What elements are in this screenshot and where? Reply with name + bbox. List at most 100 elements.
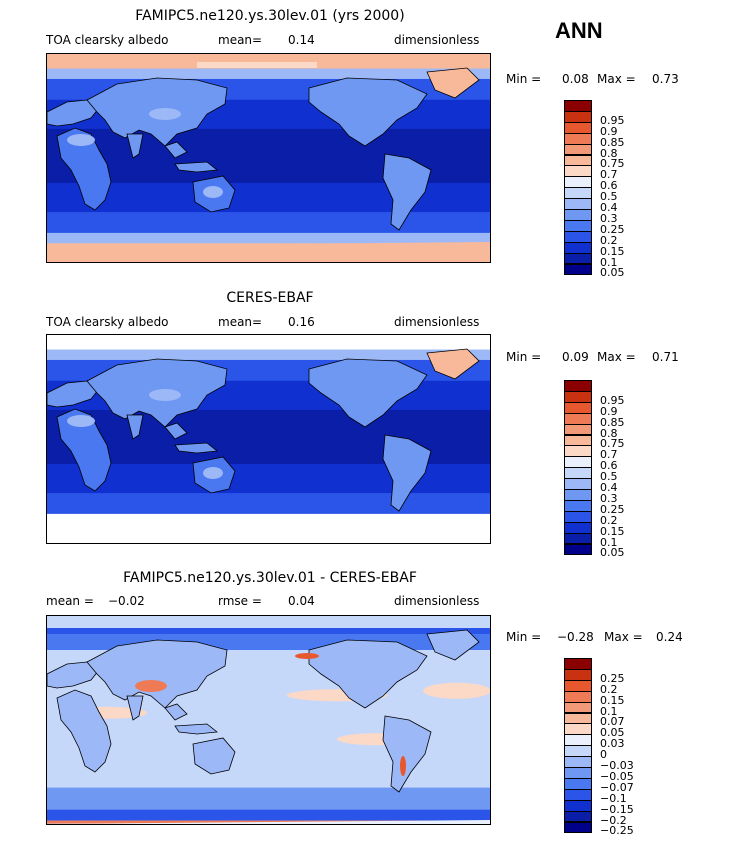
land-indonesia [174, 723, 219, 735]
colorbar-tick-label: 0.2 [600, 233, 618, 247]
map-field [47, 54, 490, 262]
land-indonesia [174, 442, 219, 454]
colorbar-swatch [564, 767, 592, 779]
asia-patch [149, 389, 181, 401]
colorbar-swatch [564, 121, 592, 134]
colorbar-tick-label: 0.15 [600, 524, 625, 538]
ocean-band [47, 232, 490, 244]
diff-patch-pos [423, 682, 490, 699]
diff-band-south-2 [47, 809, 490, 821]
colorbar-tick-label: −0.25 [600, 824, 634, 838]
colorbar-swatch [564, 668, 592, 681]
land-india [126, 695, 144, 721]
colorbar-swatch [564, 478, 592, 490]
colorbar-swatch [564, 165, 592, 178]
land-greenland [426, 67, 480, 99]
colorbar-swatch [564, 810, 592, 823]
panel2-min-label: Min = [506, 350, 542, 364]
colorbar-swatch [564, 241, 592, 254]
panel3-min-label: Min = [506, 630, 542, 644]
land-s-america [382, 434, 432, 512]
panel3-rmse-value: 0.04 [288, 594, 315, 608]
colorbar-tick-label: 0.05 [600, 546, 625, 560]
colorbar-swatch [564, 187, 592, 200]
panel3-rmse-label: rmse = [218, 594, 262, 608]
colorbar-tick-label: 0.95 [600, 113, 625, 127]
colorbar-tick-label: 0.2 [600, 513, 618, 527]
panel3-mean-value: −0.02 [108, 594, 145, 608]
colorbar-swatch [564, 467, 592, 480]
colorbar-swatch [564, 380, 592, 392]
panel3-units: dimensionless [394, 594, 480, 608]
australia-patch [203, 467, 223, 479]
colorbar-tick-label: 0.4 [600, 201, 618, 214]
colorbar-tick-label: 0.85 [600, 415, 625, 429]
andes-anomaly [400, 756, 406, 776]
panel2-max-value: 0.71 [652, 350, 679, 364]
alaska-anomaly [295, 653, 319, 659]
colorbar-swatch [564, 510, 592, 523]
panel1-max-label: Max = [597, 72, 636, 86]
colorbar-swatch [564, 219, 592, 232]
colorbar-swatch [564, 543, 592, 556]
colorbar-swatch [564, 456, 592, 469]
colorbar-swatch [564, 821, 592, 834]
panel1-map-plot [47, 54, 490, 262]
colorbar-swatch [564, 723, 592, 736]
colorbar-tick-label: 0.6 [600, 179, 618, 193]
panel2-map-plot [47, 335, 490, 543]
arctic-ice [197, 343, 317, 349]
colorbar-tick-label: 0.5 [600, 470, 618, 484]
colorbar-tick-label: −0.1 [600, 791, 627, 805]
colorbar-swatch [564, 230, 592, 243]
colorbar-tick-label: −0.15 [600, 802, 634, 816]
land-india [126, 133, 144, 159]
colorbar-tick-label: 0.5 [600, 190, 618, 204]
ocean-band [47, 513, 490, 525]
tibet-anomaly [135, 680, 167, 692]
land-asia [86, 639, 228, 709]
land-se-asia [164, 422, 188, 440]
colorbar-swatch [564, 434, 592, 447]
colorbar-swatch [564, 176, 592, 189]
panel2-title: CERES-EBAF [226, 290, 314, 306]
colorbar-tick-label: 0.95 [600, 393, 625, 407]
colorbar-tick-label: 0.2 [600, 682, 618, 696]
colorbar-swatch [564, 132, 592, 145]
land-europe [47, 380, 100, 408]
colorbar-tick-label: 0.3 [600, 211, 618, 225]
panel1-min-value: 0.08 [562, 72, 589, 86]
panel1-mean-value: 0.14 [288, 33, 315, 47]
panel2-mean-value: 0.16 [288, 315, 315, 329]
panel2-min-value: 0.09 [562, 350, 589, 364]
panel3-mean-label: mean = [46, 594, 94, 608]
panel2-variable-label: TOA clearsky albedo [46, 315, 169, 329]
colorbar-swatch [564, 701, 592, 714]
land-greenland [426, 629, 480, 661]
land-indonesia [174, 161, 219, 173]
colorbar-tick-label: 0.8 [600, 426, 618, 440]
colorbar-tick-label: 0.75 [600, 157, 625, 171]
map-field [47, 616, 490, 824]
colorbar-swatch [564, 252, 592, 265]
colorbar-swatch [564, 756, 592, 768]
colorbar-tick-label: 0.25 [600, 222, 625, 236]
colorbar-tick-label: 0.1 [600, 535, 618, 549]
panel1-units: dimensionless [394, 33, 480, 47]
colorbar-tick-label: 0.25 [600, 502, 625, 516]
sahara-patch [67, 415, 95, 427]
colorbar-tick-label: 0.4 [600, 481, 618, 494]
panel3-min-value: −0.28 [557, 630, 594, 644]
land-antarctica [47, 523, 490, 543]
colorbar-swatch [564, 712, 592, 725]
panel1-variable-label: TOA clearsky albedo [46, 33, 169, 47]
colorbar-tick-label: 0.7 [600, 168, 618, 182]
colorbar-swatch [564, 788, 592, 801]
panel1-min-label: Min = [506, 72, 542, 86]
colorbar-swatch [564, 110, 592, 123]
colorbar-tick-label: 0.1 [600, 255, 618, 269]
colorbar-tick-label: −0.2 [600, 813, 627, 827]
land-india [126, 414, 144, 440]
colorbar-tick-label: 0.7 [600, 448, 618, 462]
colorbar-tick-label: 0.03 [600, 737, 625, 751]
